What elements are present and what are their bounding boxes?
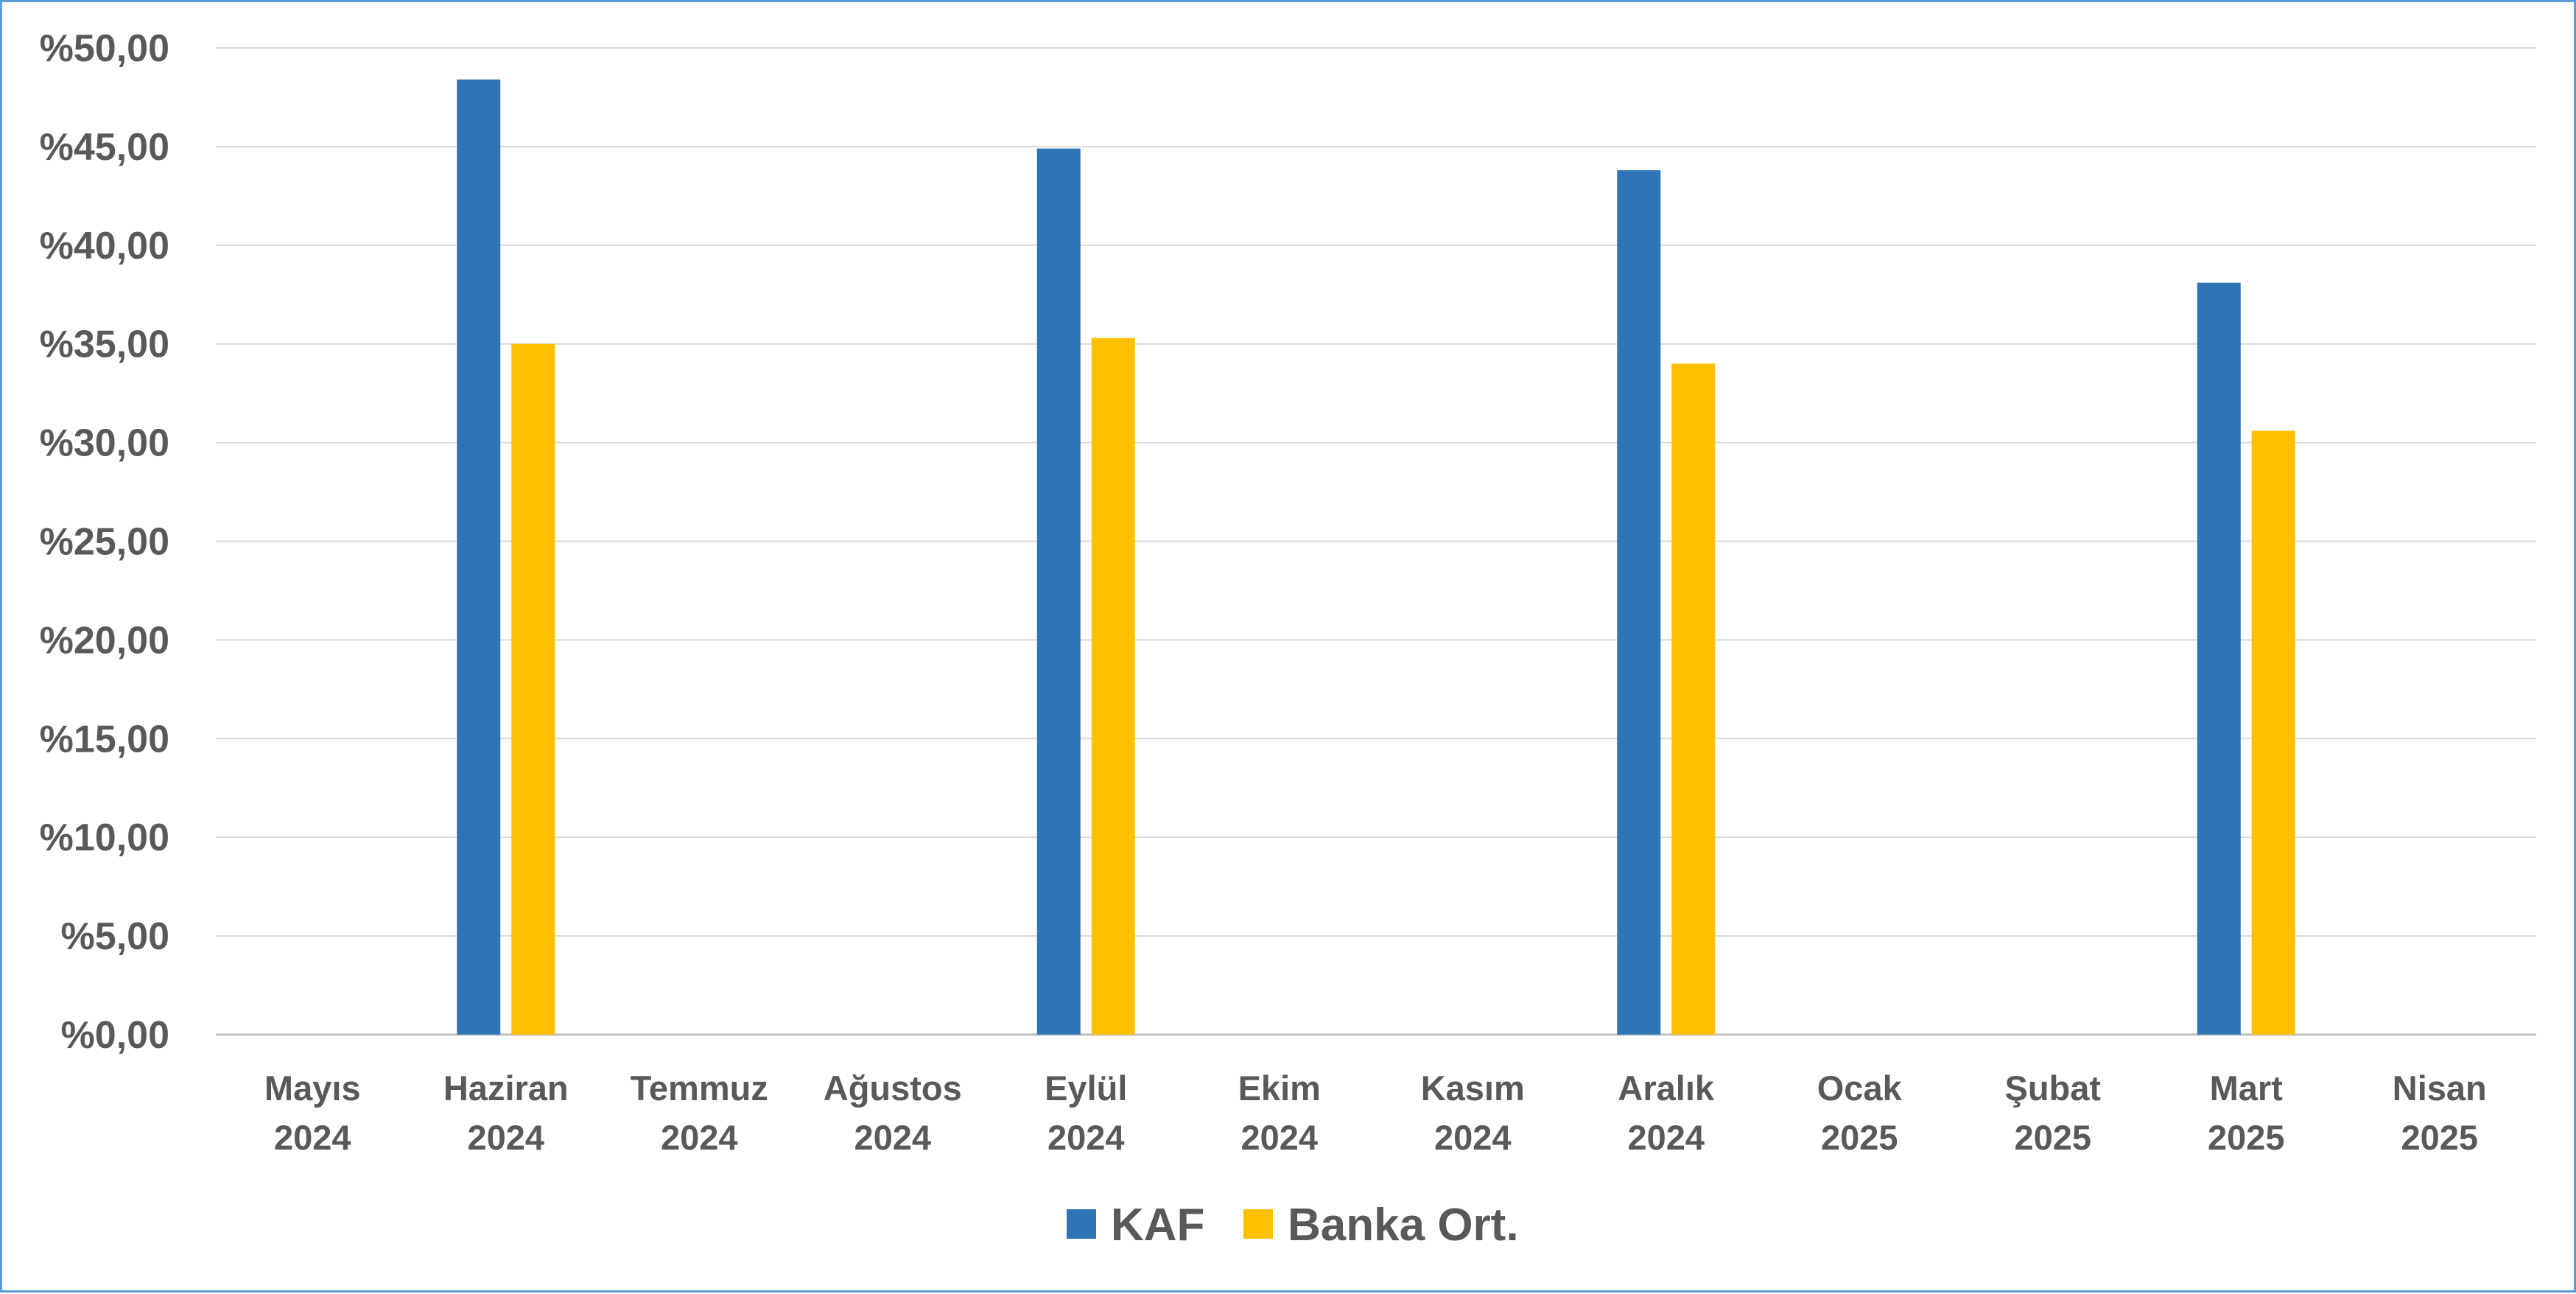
x-tick-label: Ağustos — [824, 1069, 962, 1108]
x-tick-label: 2025 — [2208, 1118, 2285, 1157]
bar-banka-ort-10 — [2251, 430, 2295, 1035]
x-axis-ticks: Mayıs 2024 Haziran 2024 Temmuz 2024 Ağustos 202… — [264, 1069, 2487, 1157]
x-tick-label: Eylül — [1045, 1069, 1127, 1108]
y-tick-label: %40,00 — [40, 225, 169, 267]
y-tick-label: %25,00 — [40, 521, 169, 564]
x-tick-label: Haziran — [443, 1069, 569, 1108]
x-tick-label: Mart — [2210, 1069, 2284, 1108]
bars — [457, 79, 2295, 1035]
x-tick-label: Kasım — [1421, 1069, 1525, 1108]
bar-kaf-4 — [1036, 148, 1081, 1035]
x-tick-label: Mayıs — [264, 1069, 361, 1108]
legend: KAF Banka Ort. — [1067, 1200, 1519, 1251]
x-tick-label: 2025 — [2401, 1118, 2478, 1157]
legend-swatch — [1243, 1209, 1273, 1239]
x-tick-label: Şubat — [2004, 1069, 2101, 1108]
y-tick-label: %30,00 — [40, 422, 169, 465]
legend-swatch — [1067, 1209, 1096, 1239]
x-tick-label: 2024 — [467, 1118, 544, 1157]
gridlines — [216, 47, 2536, 1036]
x-tick-label: Temmuz — [631, 1069, 768, 1108]
y-tick-label: %50,00 — [40, 27, 169, 70]
x-tick-label: 2024 — [661, 1118, 738, 1157]
x-tick-label: Nisan — [2393, 1069, 2487, 1108]
x-tick-label: Ekim — [1238, 1069, 1321, 1108]
y-tick-label: %5,00 — [61, 915, 169, 958]
bar-kaf-10 — [2197, 282, 2241, 1035]
x-tick-label: 2024 — [1240, 1118, 1318, 1157]
x-tick-label: Aralık — [1618, 1069, 1714, 1108]
x-tick-label: 2024 — [1627, 1118, 1705, 1157]
x-tick-label: 2024 — [854, 1118, 931, 1157]
bar-kaf-7 — [1617, 170, 1661, 1035]
y-tick-label: %0,00 — [61, 1014, 169, 1057]
y-tick-label: %45,00 — [40, 126, 169, 169]
y-tick-label: %35,00 — [40, 324, 169, 366]
x-tick-label: 2024 — [1047, 1118, 1125, 1157]
legend-label: KAF — [1111, 1200, 1204, 1251]
bar-banka-ort-4 — [1091, 338, 1135, 1035]
bar-banka-ort-1 — [511, 343, 555, 1035]
y-tick-label: %20,00 — [40, 619, 169, 662]
legend-label: Banka Ort. — [1288, 1200, 1519, 1251]
y-tick-label: %10,00 — [40, 816, 169, 859]
y-axis-ticks: %0,00 %5,00 %10,00 %15,00 %20,00 %25,00 %30,00… — [40, 27, 169, 1057]
y-tick-label: %15,00 — [40, 718, 169, 760]
x-tick-label: 2025 — [1821, 1118, 1898, 1157]
x-tick-label: 2024 — [274, 1118, 351, 1157]
x-tick-label: Ocak — [1817, 1069, 1903, 1108]
x-tick-label: 2025 — [2014, 1118, 2091, 1157]
bar-kaf-1 — [457, 79, 501, 1035]
x-tick-label: 2024 — [1434, 1118, 1512, 1157]
bar-banka-ort-7 — [1671, 363, 1716, 1035]
